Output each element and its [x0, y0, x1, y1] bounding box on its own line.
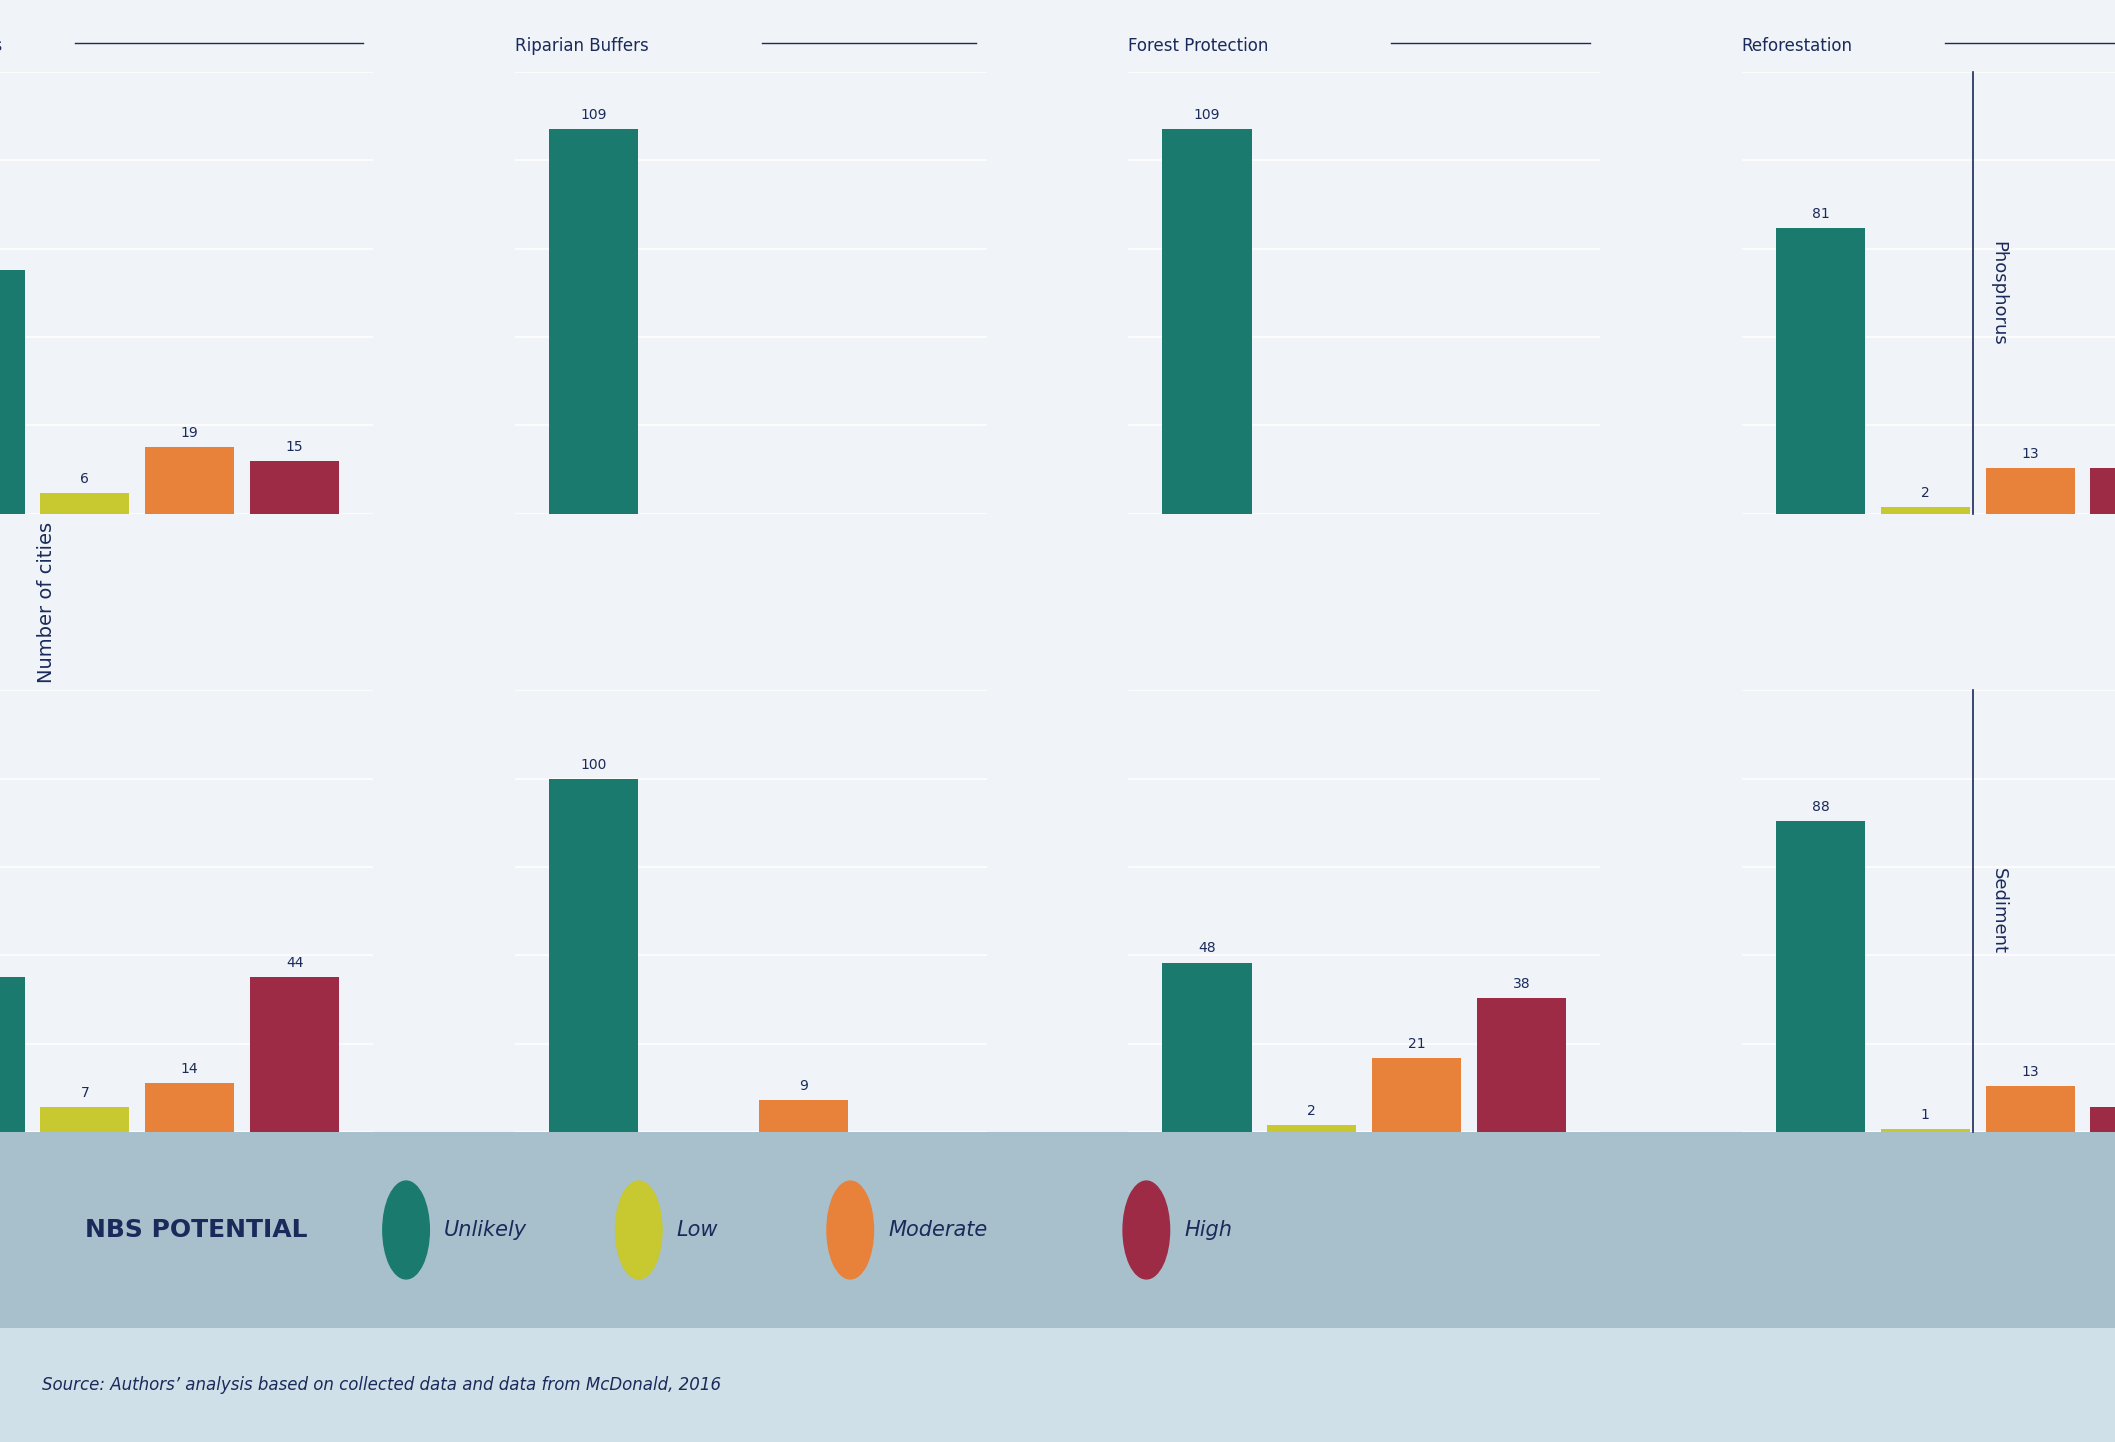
- Ellipse shape: [383, 1181, 429, 1279]
- Text: 38: 38: [1512, 976, 1531, 991]
- Text: Number of cities: Number of cities: [38, 522, 55, 682]
- Bar: [1986, 467, 2075, 513]
- Bar: [1373, 1058, 1461, 1132]
- Text: Forest Protection: Forest Protection: [1127, 37, 1269, 55]
- Ellipse shape: [1123, 1181, 1170, 1279]
- Text: High: High: [1184, 1220, 1233, 1240]
- Text: 6: 6: [80, 472, 89, 486]
- Text: Sediment: Sediment: [1990, 868, 2007, 955]
- Bar: [146, 447, 235, 513]
- Text: 7: 7: [80, 1086, 89, 1100]
- Text: 21: 21: [1409, 1037, 1426, 1051]
- Bar: [146, 1083, 235, 1132]
- Text: Source: Authors’ analysis based on collected data and data from McDonald, 2016: Source: Authors’ analysis based on colle…: [42, 1376, 721, 1394]
- Text: 13: 13: [2022, 447, 2039, 461]
- Text: 48: 48: [1197, 942, 1216, 956]
- Bar: [1777, 228, 1865, 513]
- Bar: [2090, 467, 2115, 513]
- Text: 109: 109: [580, 108, 607, 121]
- Text: Unlikely: Unlikely: [444, 1220, 527, 1240]
- Text: 19: 19: [180, 425, 199, 440]
- Bar: [1267, 1125, 1356, 1132]
- Text: 1: 1: [1920, 1107, 1929, 1122]
- Text: Reforestation: Reforestation: [1743, 37, 1853, 55]
- Bar: [1476, 998, 1565, 1132]
- Bar: [0, 976, 25, 1132]
- Text: 2: 2: [1307, 1105, 1316, 1118]
- Text: 9: 9: [799, 1079, 808, 1093]
- Ellipse shape: [615, 1181, 662, 1279]
- Text: Riparian Buffers: Riparian Buffers: [514, 37, 649, 55]
- Bar: [550, 779, 639, 1132]
- Text: 44: 44: [286, 956, 302, 969]
- Bar: [550, 128, 639, 513]
- Text: Low: Low: [677, 1220, 719, 1240]
- Bar: [40, 493, 129, 513]
- Text: 14: 14: [182, 1061, 199, 1076]
- Text: 2: 2: [1920, 486, 1929, 499]
- Text: 81: 81: [1813, 206, 1829, 221]
- Bar: [1986, 1086, 2075, 1132]
- Bar: [1163, 963, 1252, 1132]
- Bar: [1163, 128, 1252, 513]
- Text: 15: 15: [286, 440, 302, 454]
- Text: 13: 13: [2022, 1066, 2039, 1079]
- Text: Cover Crops: Cover Crops: [0, 37, 2, 55]
- Bar: [250, 976, 338, 1132]
- Text: 88: 88: [1813, 800, 1829, 815]
- Bar: [0, 270, 25, 513]
- Text: NBS POTENTIAL: NBS POTENTIAL: [85, 1218, 307, 1242]
- Bar: [1777, 820, 1865, 1132]
- Text: Phosphorus: Phosphorus: [1990, 241, 2007, 345]
- Bar: [40, 1107, 129, 1132]
- Text: 100: 100: [580, 757, 607, 771]
- Bar: [1880, 1129, 1969, 1132]
- Text: 109: 109: [1193, 108, 1220, 121]
- Bar: [250, 461, 338, 513]
- Bar: [1880, 506, 1969, 513]
- Bar: [2090, 1107, 2115, 1132]
- Bar: [759, 1100, 848, 1132]
- Ellipse shape: [827, 1181, 873, 1279]
- Text: Moderate: Moderate: [888, 1220, 988, 1240]
